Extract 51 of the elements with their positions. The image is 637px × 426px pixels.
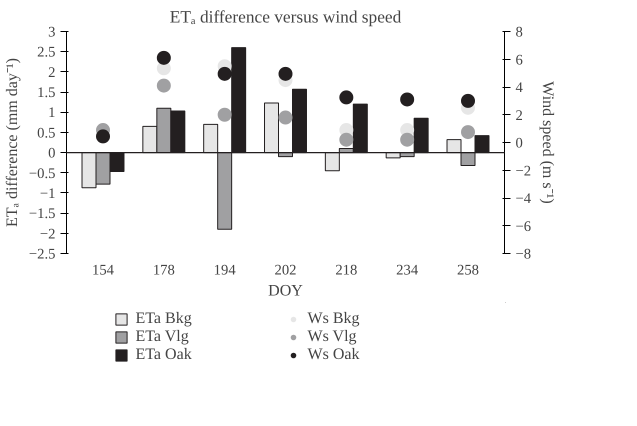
y-tick-label: 1 xyxy=(48,105,56,122)
legend-label: Ws Oak xyxy=(308,346,360,364)
y2-tick-label: 2 xyxy=(516,108,523,124)
y-tick-label: 2.5 xyxy=(37,44,56,61)
legend-label: ETa Bkg xyxy=(136,310,193,328)
y-axis-title: ETₐ difference (mm day⁻¹) xyxy=(4,58,21,227)
x-tick-label: 178 xyxy=(152,262,175,278)
legend-label: Ws Vlg xyxy=(308,328,358,346)
x-tick-label: 234 xyxy=(396,262,419,278)
y-tick-label: −1 xyxy=(40,186,56,202)
point xyxy=(400,132,414,147)
point xyxy=(400,92,414,106)
y2-tick-label: 8 xyxy=(516,24,523,40)
y2-tick-label: −2 xyxy=(516,163,532,180)
y-tick-label: 0.5 xyxy=(37,125,56,142)
y2-tick-label: 6 xyxy=(516,52,523,68)
legend-label: ETa Vlg xyxy=(136,328,190,346)
y2-tick-label: −8 xyxy=(516,246,532,262)
y-tick-label: 0 xyxy=(48,146,56,162)
x-tick-label: 194 xyxy=(214,262,236,278)
x-axis-title: DOY xyxy=(268,282,304,300)
y-tick-label: −1.5 xyxy=(28,206,56,222)
y2-tick-label: −6 xyxy=(516,218,532,235)
point xyxy=(278,110,292,125)
point xyxy=(339,132,354,147)
point xyxy=(461,94,475,108)
x-tick-label: 258 xyxy=(457,262,479,278)
y2-tick-label: 0 xyxy=(516,136,523,152)
point xyxy=(278,66,292,81)
point xyxy=(96,129,110,144)
point xyxy=(156,78,171,93)
x-tick-label: 218 xyxy=(335,262,358,278)
point xyxy=(339,90,354,104)
x-tick-label: 202 xyxy=(274,262,296,278)
point xyxy=(156,50,171,65)
y2-axis-title: Wind speed (m s⁻¹) xyxy=(539,81,556,204)
point xyxy=(218,108,232,122)
y2-tick-label: −4 xyxy=(516,191,532,207)
point xyxy=(461,125,475,140)
y-tick-label: −0.5 xyxy=(28,166,56,182)
y-tick-label: 3 xyxy=(48,24,56,40)
legend-label: Ws Bkg xyxy=(308,310,360,328)
y2-tick-label: 4 xyxy=(516,80,524,96)
point xyxy=(218,66,232,81)
legend-label: ETa Oak xyxy=(136,346,193,364)
y-tick-label: −2 xyxy=(40,226,56,242)
x-tick-label: 154 xyxy=(92,262,115,278)
chart-title: ETₐ difference versus wind speed xyxy=(170,8,402,26)
y-tick-label: −2.5 xyxy=(28,246,56,262)
y-tick-label: 2 xyxy=(48,64,56,81)
y-tick-label: 1.5 xyxy=(37,85,56,102)
